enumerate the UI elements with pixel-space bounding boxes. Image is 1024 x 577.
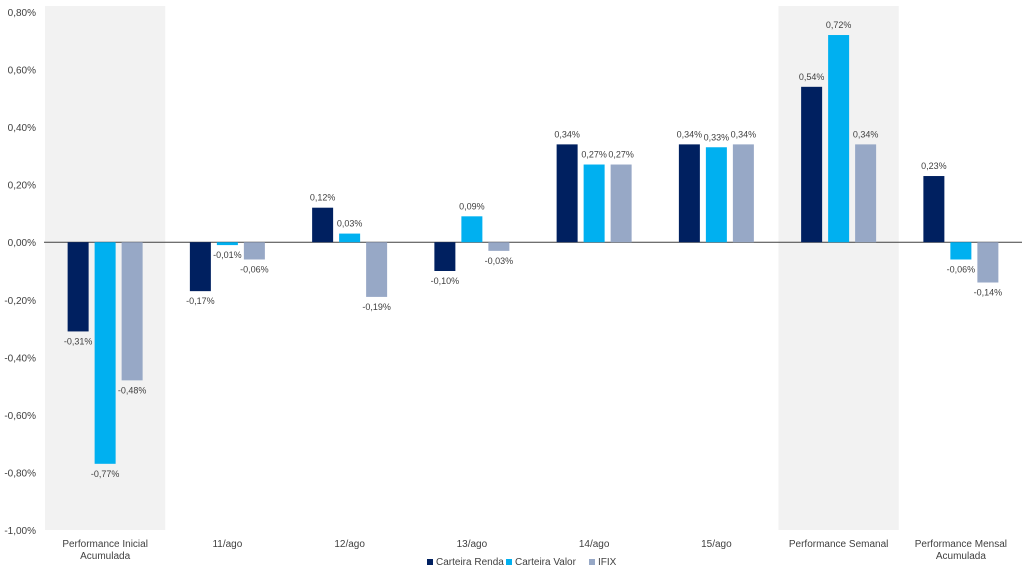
y-tick-label: -0,60% <box>4 411 36 422</box>
bar-carteira-renda <box>434 242 456 271</box>
data-label: -0,14% <box>974 288 1003 298</box>
data-label: -0,06% <box>947 264 976 274</box>
bar-carteira-renda <box>801 86 823 243</box>
y-tick-label: 0,60% <box>8 66 36 77</box>
y-tick-label: -0,80% <box>4 468 36 479</box>
data-label: -0,77% <box>91 469 120 479</box>
bar-carteira-renda <box>312 207 334 243</box>
legend-label: IFIX <box>598 557 617 568</box>
category-label: Performance Semanal <box>789 539 889 550</box>
bar-ifix <box>855 144 877 243</box>
y-tick-label: 0,80% <box>8 8 36 19</box>
data-label: 0,23% <box>921 161 947 171</box>
category-label: 14/ago <box>579 539 610 550</box>
y-tick-label: -0,20% <box>4 296 36 307</box>
category-label: Performance Inicial <box>62 539 148 550</box>
bar-carteira-renda <box>556 144 578 243</box>
bar-ifix <box>977 242 999 283</box>
bar-ifix <box>610 164 632 243</box>
category-label: 11/ago <box>212 539 242 550</box>
bar-carteira-valor <box>216 242 238 246</box>
data-label: -0,17% <box>186 296 215 306</box>
data-label: 0,27% <box>608 150 634 160</box>
data-label: -0,01% <box>213 250 242 260</box>
legend-swatch <box>427 559 433 565</box>
category-label: Performance Mensal <box>915 539 1007 550</box>
y-tick-label: -0,40% <box>4 353 36 364</box>
data-label: 0,34% <box>677 129 703 139</box>
data-label: 0,34% <box>853 129 879 139</box>
bar-carteira-valor <box>583 164 605 243</box>
category-label: Acumulada <box>936 551 986 562</box>
data-label: 0,27% <box>581 150 607 160</box>
data-label: 0,54% <box>799 72 825 82</box>
legend-swatch <box>506 559 512 565</box>
bar-carteira-valor <box>94 242 116 464</box>
y-tick-label: 0,40% <box>8 123 36 134</box>
category-label: 15/ago <box>701 539 732 550</box>
data-label: 0,72% <box>826 20 852 30</box>
y-tick-label: 0,20% <box>8 181 36 192</box>
bars <box>67 35 999 464</box>
data-label: -0,31% <box>64 336 93 346</box>
data-label: 0,34% <box>554 129 580 139</box>
bar-carteira-renda <box>67 242 89 332</box>
bar-ifix <box>121 242 143 381</box>
bar-carteira-valor <box>461 216 483 243</box>
bar-carteira-valor <box>950 242 972 260</box>
data-label: 0,09% <box>459 201 485 211</box>
bar-carteira-valor <box>339 233 361 243</box>
bar-carteira-valor <box>705 147 727 243</box>
bar-carteira-renda <box>189 242 211 292</box>
data-label: 0,34% <box>731 129 757 139</box>
data-label: 0,03% <box>337 219 363 229</box>
legend-label: Carteira Valor <box>515 557 577 568</box>
y-tick-label: 0,00% <box>8 238 36 249</box>
data-label: 0,12% <box>310 193 336 203</box>
bar-ifix <box>732 144 754 243</box>
legend-label: Carteira Renda <box>436 557 504 568</box>
category-label: 12/ago <box>334 539 365 550</box>
data-label: -0,10% <box>431 276 460 286</box>
bar-carteira-renda <box>923 176 945 243</box>
data-label: 0,33% <box>704 132 730 142</box>
bar-carteira-valor <box>828 35 850 243</box>
legend-swatch <box>589 559 595 565</box>
bar-ifix <box>366 242 388 297</box>
bar-carteira-renda <box>678 144 700 243</box>
category-label: Acumulada <box>80 551 130 562</box>
data-label: -0,06% <box>240 264 269 274</box>
data-label: -0,19% <box>362 302 391 312</box>
data-labels: -0,31% -0,77% -0,48% -0,17% -0,01% -0,06% 0,12… <box>64 20 1002 479</box>
y-tick-label: -1,00% <box>4 526 36 537</box>
bar-ifix <box>488 242 510 251</box>
bar-ifix <box>243 242 265 260</box>
category-label: 13/ago <box>457 539 488 550</box>
data-label: -0,03% <box>485 256 514 266</box>
data-label: -0,48% <box>118 385 147 395</box>
highlight-bands <box>45 6 899 530</box>
legend: Carteira Renda Carteira Valor IFIX <box>427 557 617 568</box>
